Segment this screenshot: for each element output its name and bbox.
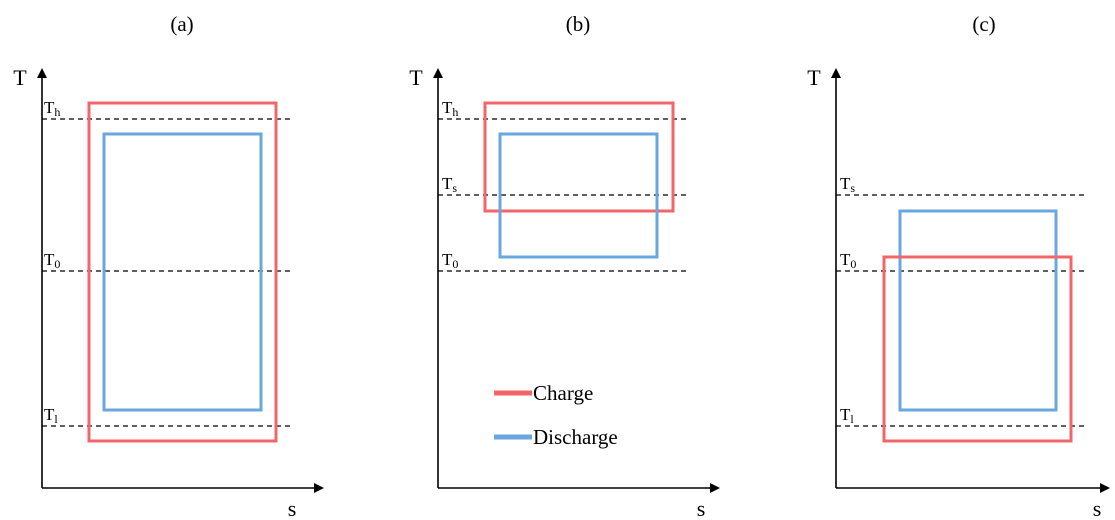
panel-c-x-axis-label: s [1093, 496, 1102, 520]
panel-c-level-label-t0: T0 [840, 250, 856, 271]
panel-b-level-label-t0: T0 [442, 250, 458, 271]
panel-b: (b) T s Th Ts T0 Charge Discharge [409, 12, 720, 520]
panel-a: (a) T s Th T0 Tl [13, 12, 324, 520]
panel-c-level-label-tl: Tl [840, 405, 854, 426]
panel-b-discharge-cycle [498, 132, 659, 259]
panel-b-level-label-th: Th [442, 98, 458, 119]
panel-a-x-axis-label: s [288, 496, 297, 520]
panel-c-title: (c) [972, 12, 995, 36]
panel-a-level-label-tl: Tl [44, 405, 58, 426]
panel-a-discharge-cycle [102, 132, 263, 412]
panel-c-y-axis-label: T [807, 65, 821, 90]
panel-b-title: (b) [566, 12, 591, 36]
panel-a-charge-cycle [87, 101, 278, 443]
panel-b-level-label-ts: Ts [442, 174, 457, 195]
panel-c-level-label-ts: Ts [840, 174, 855, 195]
panel-a-y-axis-label: T [13, 65, 27, 90]
panel-c-charge-cycle [882, 255, 1073, 443]
panel-a-title: (a) [170, 12, 193, 36]
legend-charge-label: Charge [533, 381, 593, 405]
panel-c: (c) T s Ts T0 Tl [807, 12, 1110, 520]
panel-b-charge-cycle [483, 101, 675, 213]
legend-discharge-label: Discharge [533, 425, 618, 449]
legend: Charge Discharge [494, 381, 618, 449]
panel-a-level-label-th: Th [44, 98, 60, 119]
panel-b-x-axis-label: s [697, 496, 706, 520]
panel-b-y-axis-label: T [409, 65, 423, 90]
panel-c-discharge-cycle [898, 209, 1058, 412]
panel-a-level-label-t0: T0 [44, 250, 60, 271]
